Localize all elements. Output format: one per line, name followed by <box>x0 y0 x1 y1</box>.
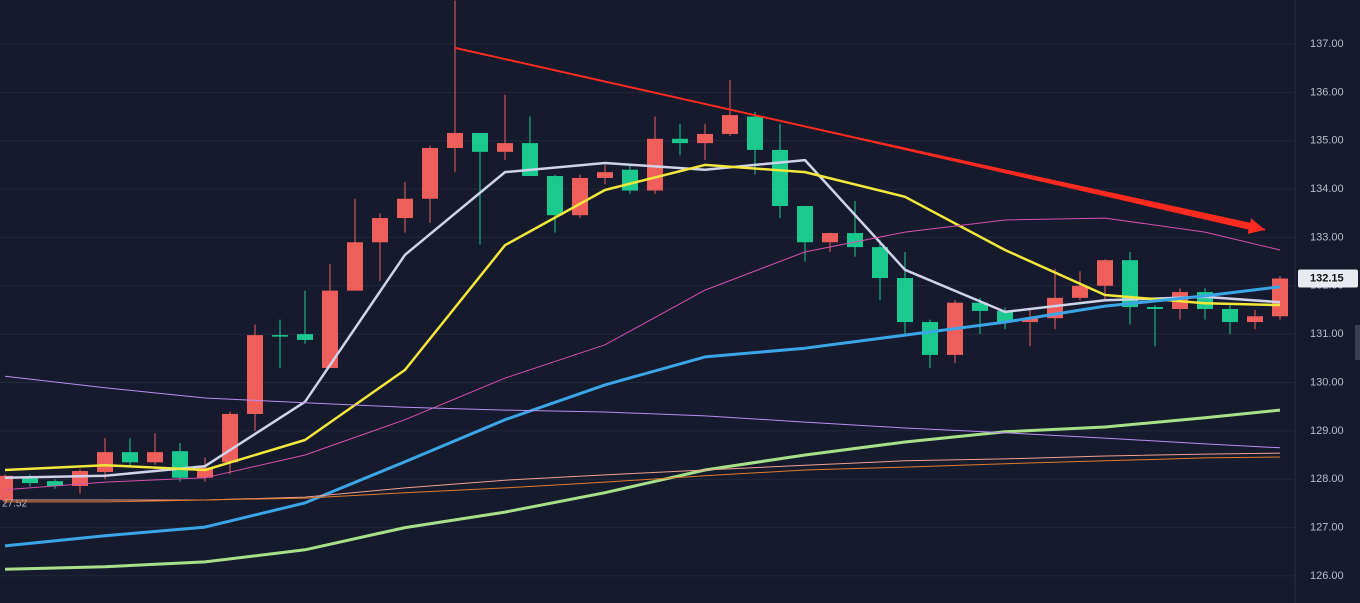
candle-body <box>297 334 313 340</box>
candle-body <box>597 172 613 178</box>
candle-body <box>972 302 988 311</box>
candle-body <box>172 451 188 478</box>
candle-body <box>847 233 863 248</box>
moving-average <box>4 285 1281 548</box>
y-tick-label: 127.00 <box>1310 521 1344 533</box>
candle-body <box>822 233 838 243</box>
candle-body <box>22 478 38 484</box>
candle-body <box>372 218 388 243</box>
candle-body <box>1122 260 1138 308</box>
candle-body <box>522 143 538 177</box>
y-tick-label: 134.00 <box>1310 183 1344 195</box>
moving-average <box>5 456 1281 503</box>
candle-body <box>447 132 463 148</box>
candle-body <box>772 149 788 206</box>
y-tick-label: 131.00 <box>1310 328 1344 340</box>
price-tag <box>1298 269 1358 288</box>
candle-body <box>1097 260 1113 286</box>
y-tick-label: 130.00 <box>1310 376 1344 388</box>
moving-average <box>4 408 1281 571</box>
y-tick-label: 126.00 <box>1310 570 1344 582</box>
candle-body <box>1222 308 1238 323</box>
y-tick-label: 128.00 <box>1310 473 1344 485</box>
candle-body <box>697 133 713 144</box>
candle-body <box>147 452 163 463</box>
candle-body <box>922 322 938 355</box>
candle-body <box>622 169 638 191</box>
side-tab[interactable] <box>1355 325 1360 360</box>
candle-body <box>197 467 213 478</box>
candle-body <box>672 138 688 144</box>
candle-body <box>897 278 913 323</box>
candle-body <box>1022 318 1038 323</box>
candle-body <box>497 143 513 152</box>
y-tick-label: 133.00 <box>1310 231 1344 243</box>
moving-average <box>4 217 1281 491</box>
candle-body <box>997 310 1013 323</box>
candle-body <box>1247 316 1263 323</box>
trend-arrow-head <box>778 120 1265 234</box>
candle-body <box>747 116 763 150</box>
candle-body <box>472 132 488 152</box>
candle-body <box>72 470 88 486</box>
candle-body <box>1272 278 1288 317</box>
candle-body <box>1072 285 1088 298</box>
price-tag-label: 132.15 <box>1310 272 1344 284</box>
candle-body <box>122 452 138 463</box>
y-tick-label: 136.00 <box>1310 86 1344 98</box>
candle-body <box>1147 307 1163 309</box>
candle-body <box>347 242 363 291</box>
candle-body <box>47 481 63 486</box>
candle-body <box>0 475 13 501</box>
moving-average <box>4 375 1281 449</box>
candle-body <box>872 247 888 279</box>
candle-body <box>97 452 113 472</box>
candle-body <box>547 176 563 216</box>
candle-body <box>397 198 413 219</box>
y-tick-label: 137.00 <box>1310 38 1344 50</box>
y-tick-label: 129.00 <box>1310 425 1344 437</box>
y-tick-label: 135.00 <box>1310 135 1344 147</box>
candle-body <box>322 290 338 368</box>
candle-body <box>647 138 663 191</box>
candle-body <box>797 205 813 243</box>
candle-body <box>722 115 738 134</box>
candle-body <box>572 177 588 216</box>
candle-body <box>272 335 288 337</box>
moving-average <box>4 158 1281 480</box>
edge-label: 27.52 <box>2 499 27 510</box>
candle-body <box>222 413 238 463</box>
moving-average <box>4 163 1281 472</box>
candle-body <box>247 335 263 414</box>
candle-body <box>422 147 438 199</box>
